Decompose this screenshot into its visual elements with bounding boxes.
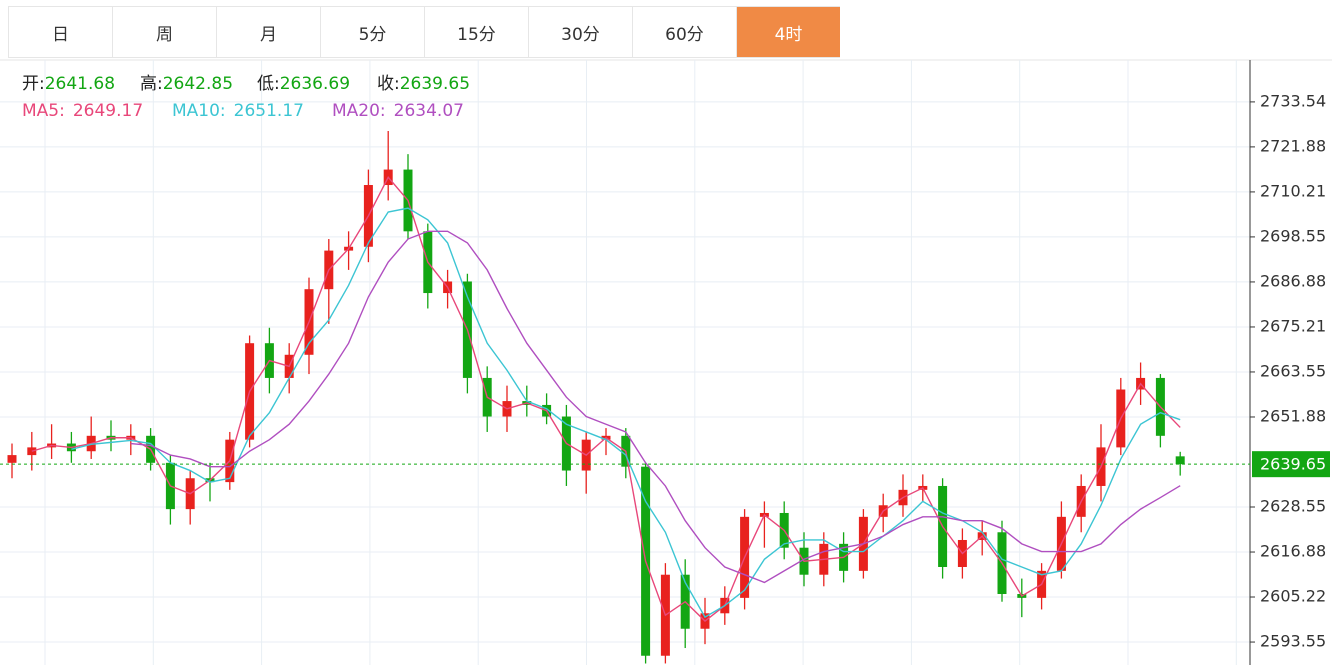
ma-legend: MA5: 2649.17	[22, 101, 143, 121]
ma-name: MA20:	[332, 101, 386, 121]
ohlc-label: 低:	[257, 74, 280, 94]
y-tick-label: 2628.55	[1260, 496, 1326, 515]
y-tick-label: 2605.22	[1260, 587, 1326, 606]
tab[interactable]: 日	[8, 6, 112, 58]
ma-line	[71, 207, 1181, 619]
ma-line	[130, 230, 1181, 584]
y-tick-label: 2593.55	[1260, 632, 1326, 651]
y-tick-label: 2663.55	[1260, 361, 1326, 380]
tab[interactable]: 月	[216, 6, 320, 58]
y-tick-label: 2675.21	[1260, 316, 1326, 335]
ma-value: 2649.17	[73, 101, 143, 121]
ohlc-value: 2636.69	[280, 74, 350, 94]
last-price-box	[1252, 451, 1330, 478]
tab[interactable]: 30分	[528, 6, 632, 58]
ma-value: 2651.17	[234, 101, 304, 121]
ma-value: 2634.07	[394, 101, 464, 121]
y-tick-label: 2710.21	[1260, 181, 1326, 200]
candle-body	[1175, 456, 1185, 465]
ma-line	[31, 176, 1181, 622]
y-tick-label: 2733.54	[1260, 91, 1326, 110]
ohlc-label: 高:	[140, 74, 163, 94]
ohlc-legend: 低:2636.69	[257, 74, 350, 94]
ma-legend: MA20: 2634.07	[332, 101, 464, 121]
ohlc-value: 2642.85	[163, 74, 233, 94]
candle-body	[7, 455, 17, 463]
tab[interactable]: 4时	[736, 6, 840, 58]
ohlc-value: 2641.68	[45, 74, 115, 94]
ohlc-label: 开:	[22, 74, 45, 94]
tab[interactable]: 周	[112, 6, 216, 58]
tab-bar: 日周月 5分 15分 30分 60分 4时	[8, 6, 840, 58]
y-tick-label: 2686.88	[1260, 271, 1326, 290]
y-tick-label: 2651.88	[1260, 406, 1326, 425]
tab[interactable]: 15分	[424, 6, 528, 58]
tab[interactable]: 60分	[632, 6, 736, 58]
y-tick-label: 2698.55	[1260, 226, 1326, 245]
ohlc-legend: 高:2642.85	[140, 74, 233, 94]
ma-name: MA5:	[22, 101, 65, 121]
y-tick-label: 2721.88	[1260, 136, 1326, 155]
last-price-label: 2639.65	[1260, 455, 1326, 474]
ohlc-legend: 开:2641.68	[22, 74, 115, 94]
ma-name: MA10:	[172, 101, 226, 121]
ohlc-legend: 收:2639.65	[377, 74, 470, 94]
tab[interactable]: 5分	[320, 6, 424, 58]
ohlc-value: 2639.65	[400, 74, 470, 94]
ma-legend: MA10: 2651.17	[172, 101, 304, 121]
y-tick-label: 2616.88	[1260, 542, 1326, 561]
ohlc-label: 收:	[377, 74, 400, 94]
